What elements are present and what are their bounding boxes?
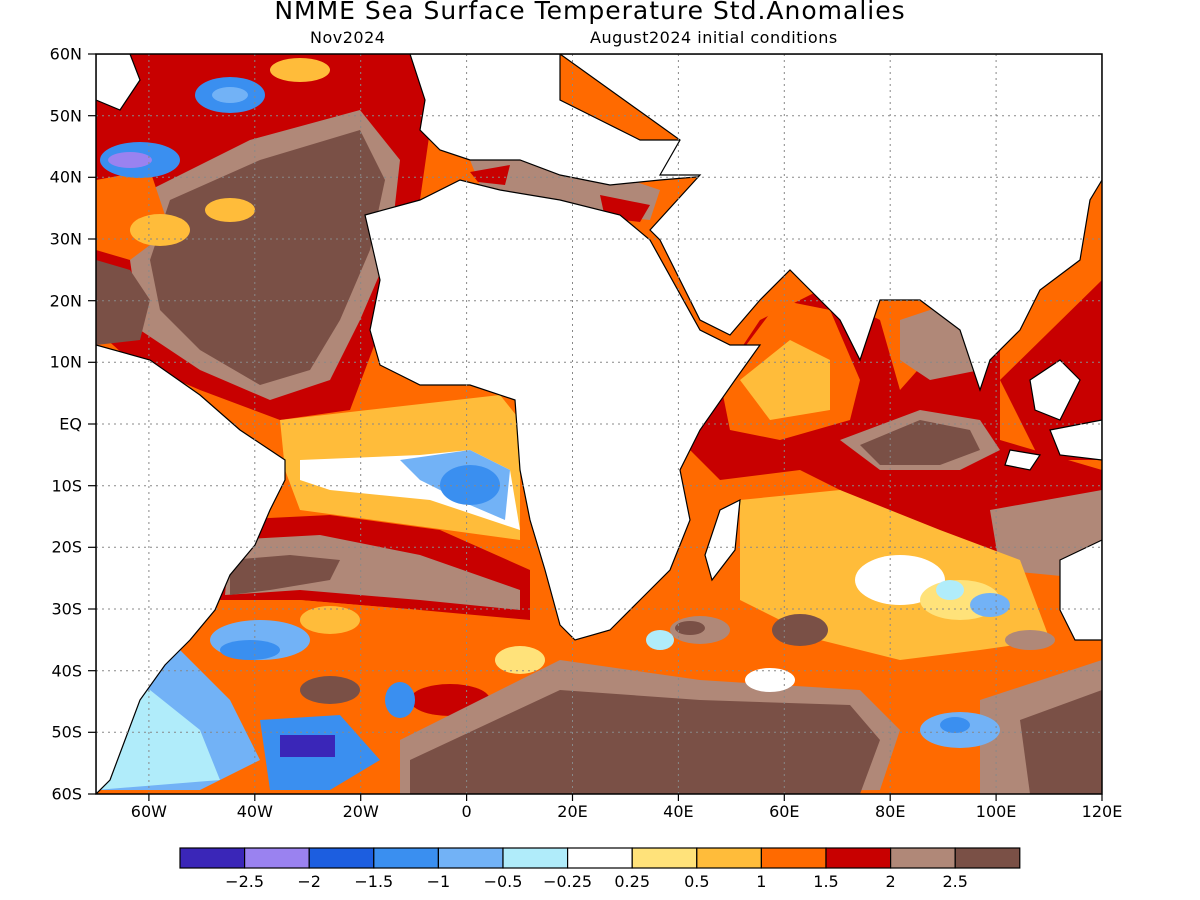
lat-label-40s: 40S [51,661,82,681]
colorbar-tick-label: 2.5 [942,872,968,891]
colorbar-swatch [631,847,698,869]
colorbar-tick-label: 0.25 [614,872,650,891]
lat-label-20n: 20N [49,291,82,311]
colorbar-swatch [760,847,827,869]
axis-ticks [88,53,1103,801]
lat-label-30s: 30S [51,599,82,619]
lat-label-60s: 60S [51,784,82,804]
colorbar [179,847,1021,869]
lon-label-100e: 100E [975,802,1017,821]
colorbar-tick-label: −2 [297,872,321,891]
colorbar-swatch [244,847,310,869]
colorbar-tick-label: 2 [885,872,896,891]
colorbar-swatch [179,847,246,869]
land-masses [96,54,1102,794]
colorbar-tick-label: −0.5 [483,872,523,891]
lon-label-60w: 60W [130,802,167,821]
colorbar-tick-label: −1 [426,872,451,891]
colorbar-tick-label: 1.5 [813,872,839,891]
lon-label-80e: 80E [874,802,906,821]
colorbar-tick-label: 0.5 [684,872,710,891]
initial-conditions-label: August2024 initial conditions [590,28,838,47]
ocean-anomaly-field [96,54,1102,794]
lon-label-40w: 40W [236,802,273,821]
lat-label-50s: 50S [51,722,82,742]
colorbar-swatch [373,847,439,869]
colorbar-tick-label: −1.5 [354,872,394,891]
colorbar-swatch [954,847,1021,869]
lat-label-10s: 10S [51,476,82,496]
colorbar-tick-label: −0.25 [543,872,593,891]
lon-label-20w: 20W [342,802,379,821]
forecast-month-label: Nov2024 [310,28,386,47]
colorbar-swatch [889,847,956,869]
colorbar-tick-label: 1 [756,872,767,891]
colorbar-swatch [502,847,569,869]
lon-label-60e: 60E [769,802,800,821]
colorbar-swatch [825,847,892,869]
colorbar-swatch [566,847,633,869]
lat-label-eq: EQ [59,414,82,434]
lon-label-120e: 120E [1081,802,1123,821]
lon-label-0: 0 [461,802,472,821]
lat-label-40n: 40N [49,167,82,187]
colorbar-swatch [308,847,375,869]
lon-label-40e: 40E [663,802,694,821]
colorbar-tick-label: −2.5 [225,872,265,891]
lat-label-50n: 50N [49,106,82,126]
lat-label-10n: 10N [49,352,82,372]
map-title: NMME Sea Surface Temperature Std.Anomali… [274,0,906,25]
lat-label-20s: 20S [51,537,82,557]
lat-label-30n: 30N [49,229,82,249]
lon-label-20e: 20E [557,802,588,821]
colorbar-swatch [437,847,504,869]
colorbar-swatch [696,847,762,869]
lat-label-60n: 60N [49,44,82,64]
